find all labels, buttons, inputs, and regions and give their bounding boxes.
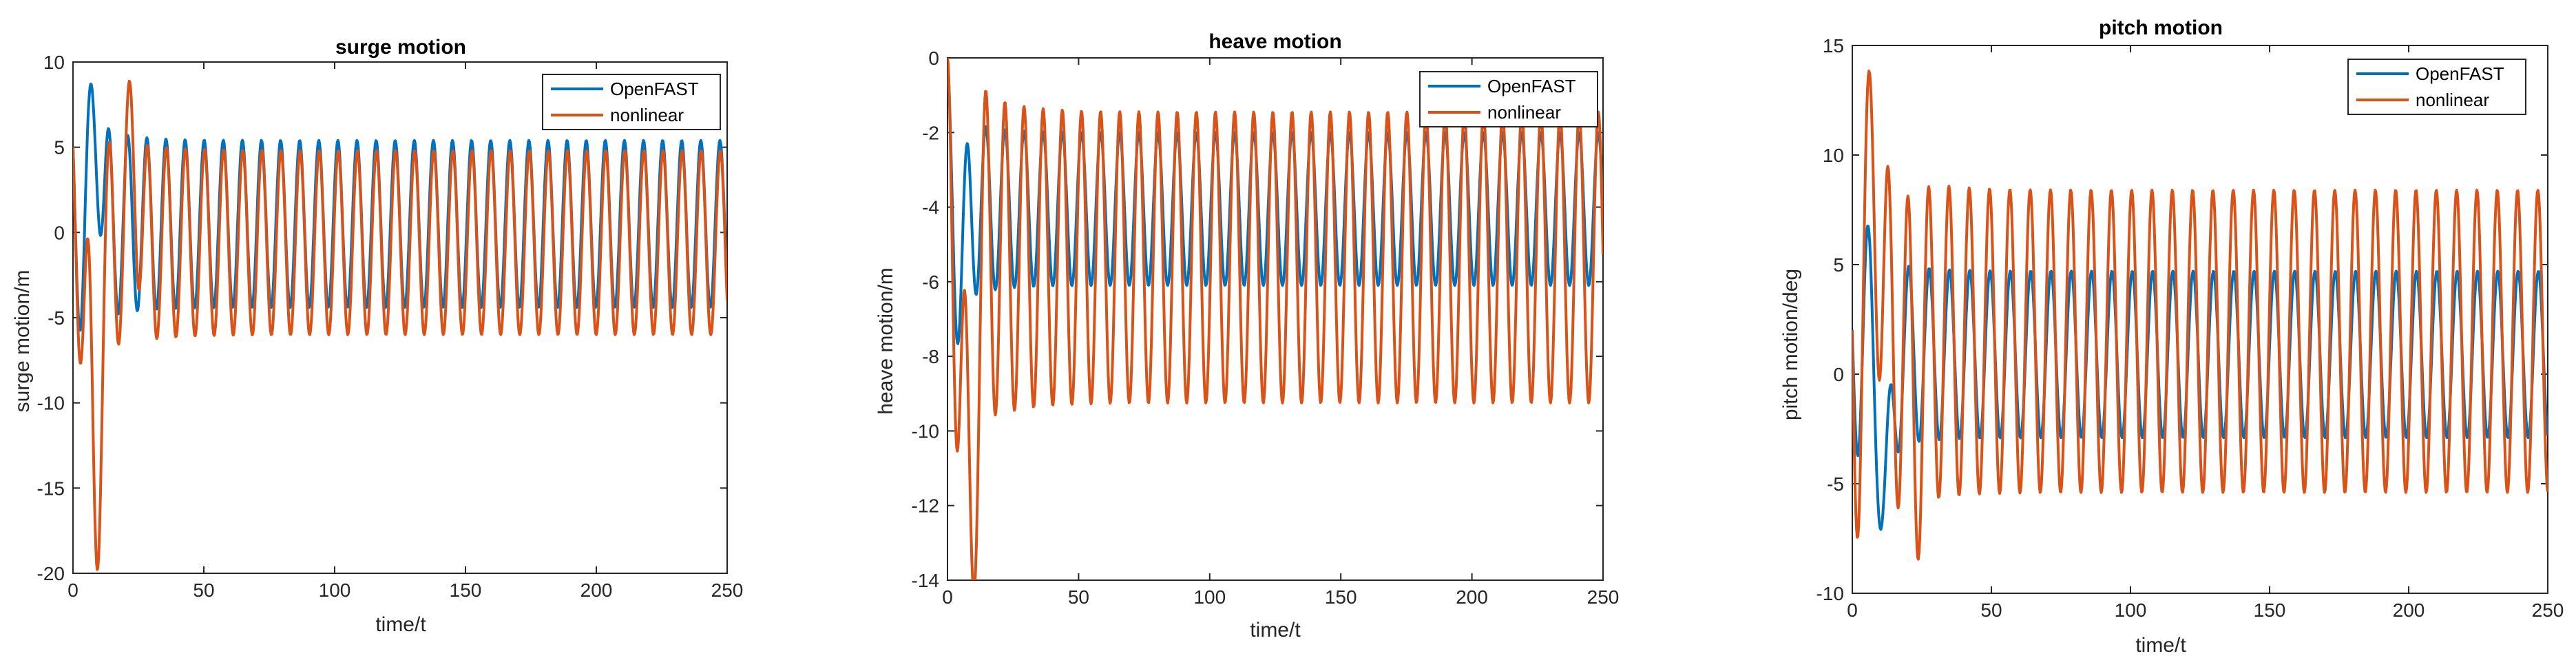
x-tick-label: 250 [711, 579, 744, 601]
chart-surge: surge motion time/t surge motion/m 0 50 … [11, 36, 743, 636]
chart-pitch: pitch motion time/t pitch motion/deg 0 5… [1779, 17, 2564, 657]
plot-area [947, 57, 1604, 581]
x-tick-label: 150 [1325, 586, 1357, 608]
y-tick-label: -12 [912, 495, 939, 517]
x-tick-label: 0 [1847, 599, 1858, 621]
y-tick-label: 0 [928, 48, 939, 69]
y-tick-labels: -14 -12 -10 -8 -6 -4 -2 0 [912, 48, 939, 591]
axes-box [1852, 45, 2548, 594]
y-tick-label: -14 [912, 570, 939, 591]
x-tick-label: 200 [2393, 599, 2425, 621]
y-tick-label: 5 [54, 137, 65, 158]
x-tick-label: 0 [942, 586, 953, 608]
legend-label-nonlinear: nonlinear [1487, 102, 1561, 123]
x-axis-label: time/t [2135, 634, 2186, 657]
y-tick-label: -15 [37, 478, 65, 499]
y-tick-label: 5 [1833, 254, 1844, 276]
plot-area [72, 61, 728, 574]
series-line-nonlinear [1852, 70, 2548, 561]
legend-box [2347, 59, 2526, 115]
legend: OpenFAST nonlinear [1419, 71, 1598, 127]
y-tick-label: -10 [37, 393, 65, 414]
legend-label-nonlinear: nonlinear [2416, 90, 2489, 110]
x-axis-label: time/t [375, 613, 426, 636]
x-tick-label: 100 [2115, 599, 2147, 621]
y-axis-label: pitch motion/deg [1779, 269, 1802, 420]
legend-label-nonlinear: nonlinear [610, 105, 684, 125]
x-tick-labels: 0 50 100 150 200 250 [67, 579, 743, 601]
x-tick-label: 100 [1193, 586, 1226, 608]
x-tick-label: 250 [1587, 586, 1620, 608]
legend-box [542, 74, 721, 130]
y-tick-label: -8 [922, 346, 939, 367]
y-tick-label: -6 [922, 271, 939, 293]
chart-heave: heave motion time/t heave motion/m 0 50 … [875, 30, 1619, 642]
x-tick-label: 250 [2532, 599, 2564, 621]
y-tick-label: -10 [1816, 583, 1844, 604]
x-tick-label: 200 [1456, 586, 1488, 608]
y-tick-labels: -10 -5 0 5 10 15 [1816, 35, 1844, 604]
legend-box [1419, 71, 1598, 127]
x-tick-label: 50 [1068, 586, 1089, 608]
chart-title: heave motion [1208, 30, 1341, 53]
y-tick-label: -5 [1827, 473, 1844, 495]
series-line-nonlinear [947, 58, 1603, 580]
x-tick-labels: 0 50 100 150 200 250 [1847, 599, 2564, 621]
y-tick-label: -2 [922, 122, 939, 143]
chart-title: surge motion [335, 36, 466, 59]
y-tick-label: -10 [912, 420, 939, 442]
y-axis-label: surge motion/m [11, 270, 34, 413]
x-tick-label: 150 [2254, 599, 2286, 621]
y-tick-label: -4 [922, 197, 939, 218]
y-axis-label: heave motion/m [875, 267, 897, 414]
y-tick-label: 0 [1833, 364, 1844, 385]
x-tick-label: 200 [580, 579, 613, 601]
y-tick-labels: -20 -15 -10 -5 0 5 10 [37, 52, 65, 584]
chart-title: pitch motion [2099, 17, 2223, 39]
y-tick-label: -20 [37, 563, 65, 584]
x-tick-label: 100 [319, 579, 351, 601]
x-tick-labels: 0 50 100 150 200 250 [942, 586, 1619, 608]
plot-area [1852, 45, 2548, 594]
legend-label-openfast: OpenFAST [610, 79, 699, 99]
x-axis-label: time/t [1250, 619, 1301, 642]
x-tick-label: 50 [1980, 599, 2002, 621]
y-tick-label: 10 [1823, 145, 1844, 166]
legend-label-openfast: OpenFAST [1487, 76, 1576, 96]
y-tick-label: -5 [48, 307, 65, 329]
legend: OpenFAST nonlinear [542, 74, 721, 130]
series-line-nonlinear [73, 79, 727, 571]
x-tick-label: 50 [193, 579, 214, 601]
axes-box [72, 61, 728, 574]
y-tick-label: 15 [1823, 35, 1844, 57]
y-tick-label: 10 [43, 52, 65, 73]
x-tick-label: 150 [450, 579, 482, 601]
y-tick-label: 0 [54, 222, 65, 243]
legend: OpenFAST nonlinear [2347, 59, 2526, 115]
x-tick-label: 0 [67, 579, 78, 601]
legend-label-openfast: OpenFAST [2416, 63, 2504, 84]
